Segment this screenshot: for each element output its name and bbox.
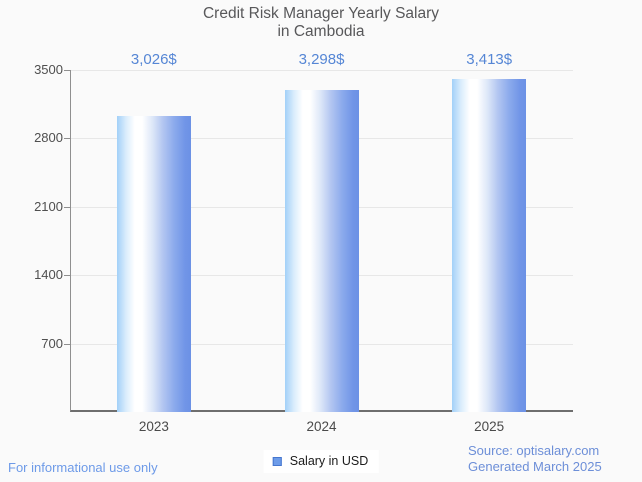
- bar-value-label-2023: 3,026$: [130, 51, 177, 68]
- bar-2023: [116, 116, 191, 412]
- disclaimer-text: For informational use only: [8, 460, 158, 475]
- y-axis-label-700: 700: [41, 335, 63, 351]
- gridline-3500: [71, 70, 573, 71]
- x-axis-label-2025: 2025: [474, 419, 505, 434]
- chart-title-line2: in Cambodia: [277, 23, 365, 40]
- bar-column-2025: 3,413$: [405, 52, 573, 412]
- bar-2025: [452, 78, 527, 412]
- y-tick-2100: [64, 206, 71, 208]
- bar-column-2024: 3,298$: [238, 52, 406, 412]
- x-axis-labels: 2023 2024 2025: [70, 419, 573, 434]
- y-tick-2800: [64, 138, 71, 140]
- x-axis-label-2024: 2024: [306, 419, 337, 434]
- y-tick-3500: [64, 70, 71, 71]
- chart-title: Credit Risk Manager Yearly Salary in Cam…: [0, 5, 642, 41]
- source-attribution: Source: optisalary.com Generated March 2…: [468, 443, 602, 475]
- y-tick-1400: [64, 275, 71, 277]
- legend: Salary in USD: [263, 450, 379, 473]
- generated-line: Generated March 2025: [468, 459, 602, 474]
- bar-2024: [284, 89, 359, 412]
- bar-value-label-2024: 3,298$: [298, 51, 345, 68]
- chart-title-line1: Credit Risk Manager Yearly Salary: [202, 5, 440, 22]
- y-tick-700: [64, 343, 71, 345]
- y-axis-label-2800: 2800: [34, 130, 63, 146]
- bar-value-label-2025: 3,413$: [466, 51, 513, 68]
- x-axis-label-2023: 2023: [138, 419, 169, 434]
- legend-marker-icon: [272, 456, 282, 466]
- y-axis-label-1400: 1400: [34, 267, 63, 283]
- y-axis-label-3500: 3500: [34, 62, 63, 77]
- legend-label: Salary in USD: [289, 454, 369, 468]
- y-axis-label-2100: 2100: [34, 198, 63, 214]
- bar-column-2023: 3,026$: [70, 52, 238, 412]
- bars-container: 3,026$ 3,298$ 3,413$: [70, 52, 573, 412]
- source-line: Source: optisalary.com: [468, 443, 600, 458]
